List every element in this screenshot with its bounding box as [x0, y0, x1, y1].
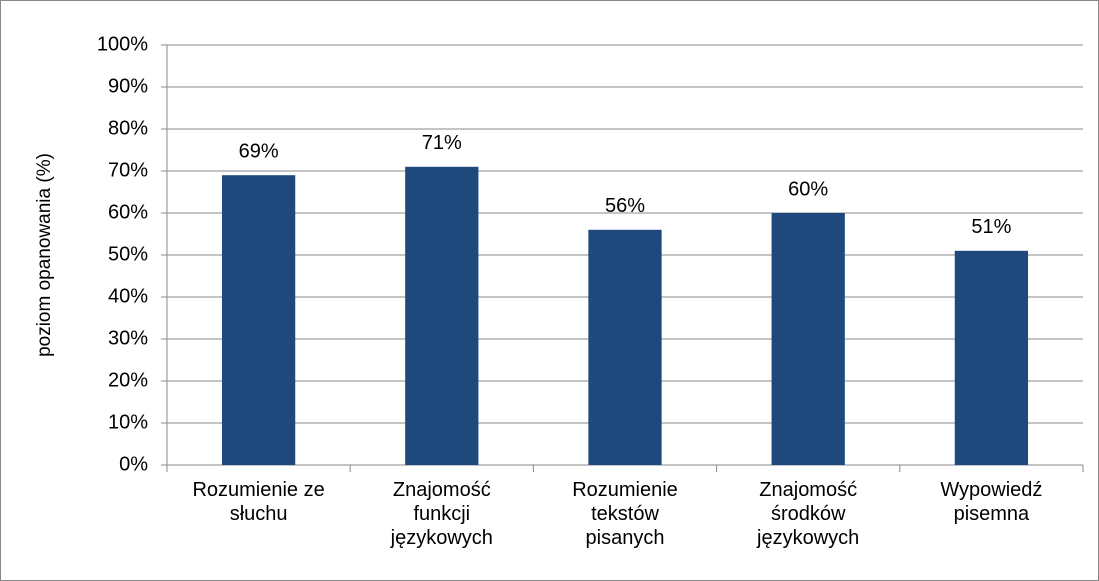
y-tick-label: 70%: [108, 159, 148, 181]
y-tick-label: 40%: [108, 285, 148, 307]
bar: [771, 213, 845, 465]
x-tick-label-box: Znajomość środków językowych: [757, 479, 860, 549]
x-tick-label-box: Rozumienie ze słuchu: [192, 479, 325, 525]
y-tick-label: 100%: [97, 33, 148, 55]
bar: [221, 175, 296, 465]
data-label: 71%: [422, 132, 462, 154]
y-tick-label: 80%: [108, 117, 148, 139]
x-tick-label: Wypowiedź pisemna: [940, 479, 1043, 525]
data-label: 56%: [605, 195, 645, 217]
x-tick-label-box: Wypowiedź pisemna: [940, 479, 1043, 525]
x-tick-label-box: Rozumienie tekstów pisanych: [572, 479, 678, 549]
y-tick-label: 0%: [119, 453, 148, 475]
x-tick-label: Znajomość środków językowych: [757, 479, 860, 549]
y-tick-label: 60%: [108, 201, 148, 223]
x-tick-label: Rozumienie tekstów pisanych: [572, 479, 678, 549]
data-label: 60%: [788, 178, 828, 200]
bar: [588, 229, 662, 465]
y-tick-label: 50%: [108, 243, 148, 265]
x-tick-label-box: Znajomość funkcji językowych: [390, 479, 493, 549]
y-tick-label: 90%: [108, 75, 148, 97]
bar: [954, 250, 1029, 465]
bar: [405, 166, 479, 466]
data-label: 69%: [239, 140, 279, 162]
x-tick-label: Znajomość funkcji językowych: [390, 479, 493, 549]
y-axis-title: poziom opanowania (%): [34, 153, 55, 357]
x-tick-label: Rozumienie ze słuchu: [192, 479, 325, 525]
y-tick-label: 20%: [108, 369, 148, 391]
y-tick-label: 30%: [108, 327, 148, 349]
data-label: 51%: [971, 216, 1011, 238]
y-tick-label: 10%: [108, 411, 148, 433]
